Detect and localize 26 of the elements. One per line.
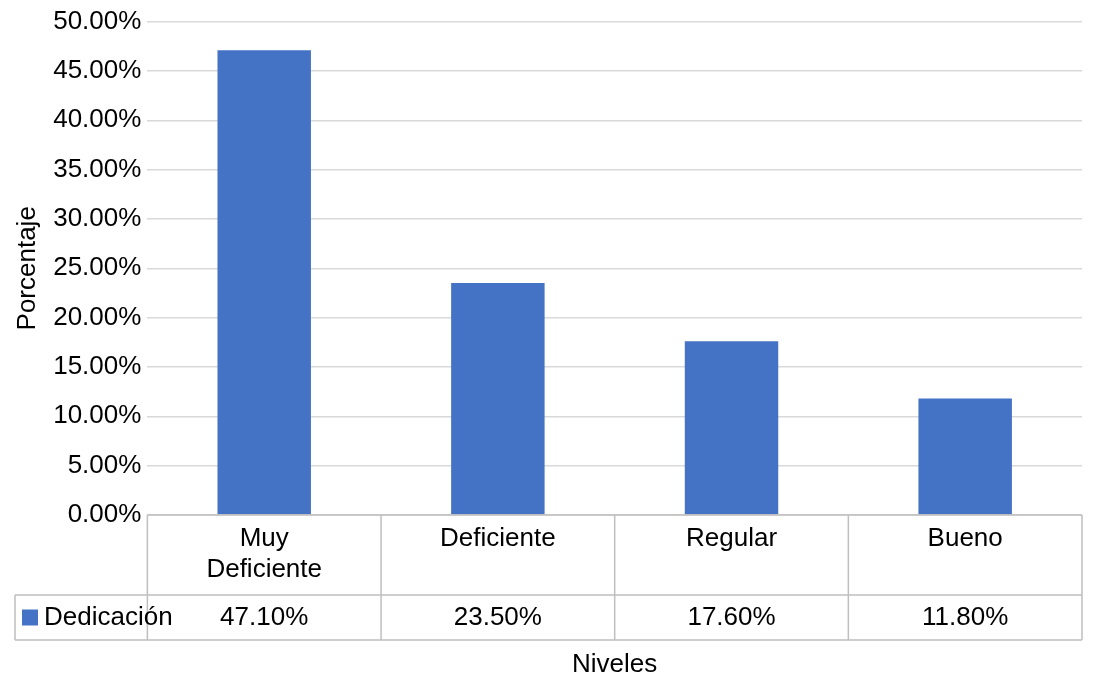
data-label: 17.60% <box>687 600 776 631</box>
y-tick-label: 5.00% <box>67 448 142 479</box>
y-tick-label: 0.00% <box>67 498 142 529</box>
y-tick-label: 15.00% <box>53 350 142 381</box>
y-tick-label: 30.00% <box>53 202 142 233</box>
bar <box>451 283 545 515</box>
legend-label: Dedicación <box>44 600 173 631</box>
y-tick-label: 40.00% <box>53 103 142 134</box>
bar <box>217 50 311 515</box>
bar <box>684 341 779 515</box>
y-tick-label: 25.00% <box>53 251 142 282</box>
x-tick-label: Bueno <box>927 521 1003 552</box>
y-tick-label: 20.00% <box>53 300 142 331</box>
y-tick-label: 10.00% <box>53 399 142 430</box>
y-axis-title: Porcentaje <box>10 206 41 331</box>
data-label: 11.80% <box>922 600 1009 631</box>
x-tick-label: Muy Deficiente <box>206 521 323 583</box>
data-label: 47.10% <box>220 600 309 631</box>
data-label: 23.50% <box>453 600 542 631</box>
x-axis-title: Niveles <box>572 648 658 678</box>
y-tick-label: 50.00% <box>53 4 142 35</box>
x-tick-label: Regular <box>685 521 778 552</box>
x-tick-label: Deficiente <box>440 521 556 552</box>
bar <box>918 398 1012 515</box>
y-tick-label: 45.00% <box>53 54 142 85</box>
y-tick-label: 35.00% <box>53 152 142 183</box>
